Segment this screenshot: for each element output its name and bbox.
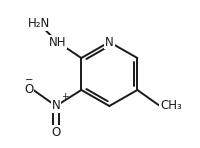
Text: +: + — [61, 92, 69, 101]
Text: O: O — [51, 126, 61, 139]
Text: O: O — [24, 83, 33, 96]
Text: N: N — [105, 36, 114, 49]
Text: N: N — [52, 99, 60, 112]
Text: −: − — [25, 75, 33, 85]
Text: CH₃: CH₃ — [160, 99, 182, 112]
Text: H₂N: H₂N — [28, 17, 50, 30]
Text: NH: NH — [49, 36, 66, 49]
